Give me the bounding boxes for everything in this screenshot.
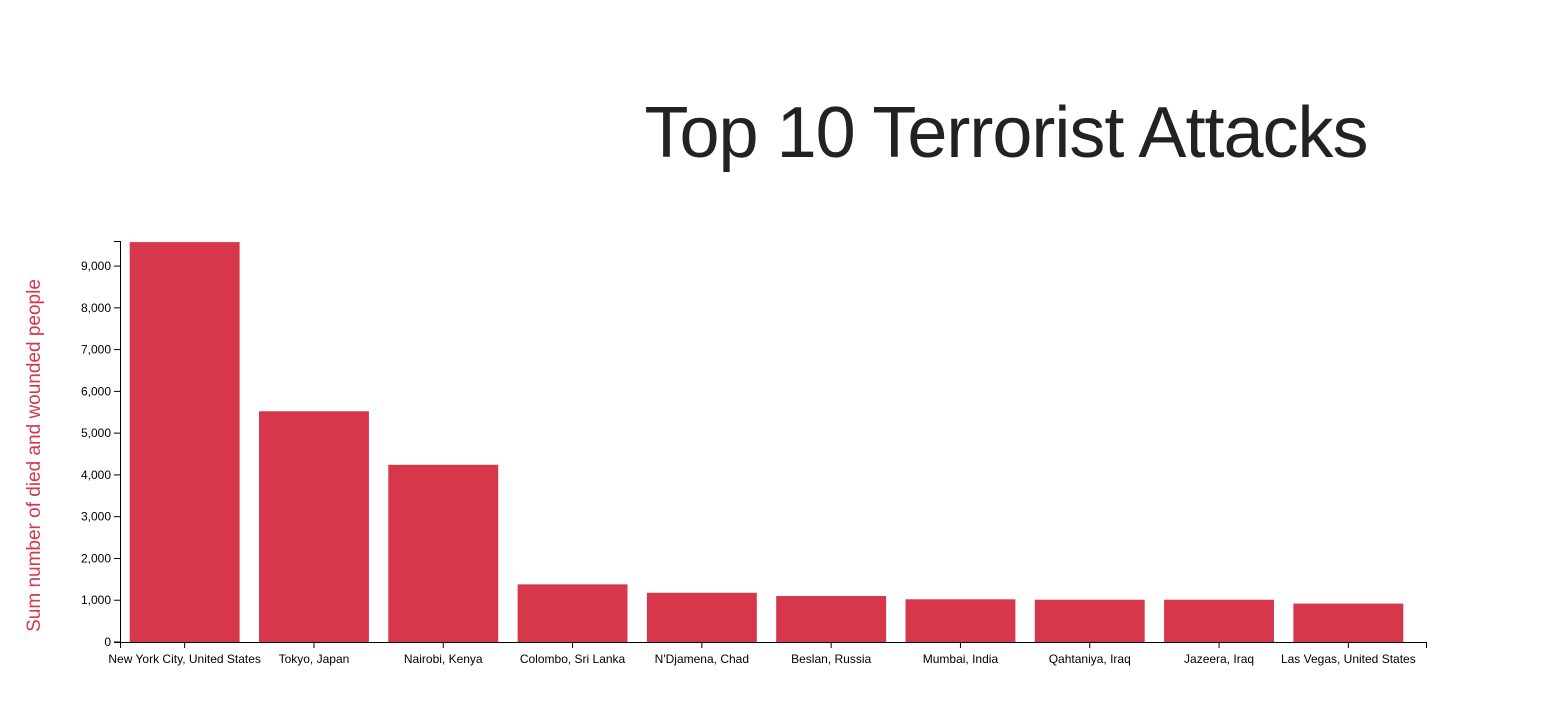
bar-6 (905, 599, 1016, 642)
bar-7 (1034, 599, 1145, 642)
bar-0 (129, 242, 240, 642)
bar-9 (1293, 603, 1404, 642)
y-axis-line (114, 241, 121, 643)
y-tick-label-4: 4,000 (81, 468, 111, 482)
y-tick-label-0: 0 (104, 635, 111, 649)
y-tick-label-6: 6,000 (81, 384, 111, 398)
x-tick-label-1: Tokyo, Japan (279, 652, 350, 666)
bar-5 (776, 596, 887, 642)
y-tick-label-9: 9,000 (81, 259, 111, 273)
x-tick-label-2: Nairobi, Kenya (404, 652, 483, 666)
y-axis: 0 1,000 2,000 3,000 4,000 5,000 6,000 7,000 8,00… (81, 241, 121, 649)
bar-3 (517, 584, 628, 642)
x-tick-label-6: Mumbai, India (923, 652, 999, 666)
y-tick-label-2: 2,000 (81, 551, 111, 565)
bar-8 (1164, 599, 1275, 642)
y-tick-label-3: 3,000 (81, 510, 111, 524)
y-tick-label-8: 8,000 (81, 301, 111, 315)
bar-2 (388, 464, 499, 642)
x-tick-label-7: Qahtaniya, Iraq (1049, 652, 1131, 666)
y-tick-label-1: 1,000 (81, 593, 111, 607)
y-axis-label: Sum number of died and wounded people (24, 279, 45, 632)
x-axis-line (120, 642, 1427, 648)
bar-4 (646, 592, 757, 642)
x-axis: New York City, United States Tokyo, Japan… (108, 642, 1427, 666)
x-tick-label-8: Jazeera, Iraq (1184, 652, 1254, 666)
x-tick-label-9: Las Vegas, United States (1281, 652, 1416, 666)
bar-1 (259, 411, 369, 642)
x-tick-label-5: Beslan, Russia (791, 652, 871, 666)
x-tick-label-4: N'Djamena, Chad (655, 652, 749, 666)
y-tick-label-7: 7,000 (81, 343, 111, 357)
x-tick-label-3: Colombo, Sri Lanka (520, 652, 626, 666)
bars-group (129, 242, 1404, 642)
x-tick-label-0: New York City, United States (108, 652, 261, 666)
y-tick-label-5: 5,000 (81, 426, 111, 440)
